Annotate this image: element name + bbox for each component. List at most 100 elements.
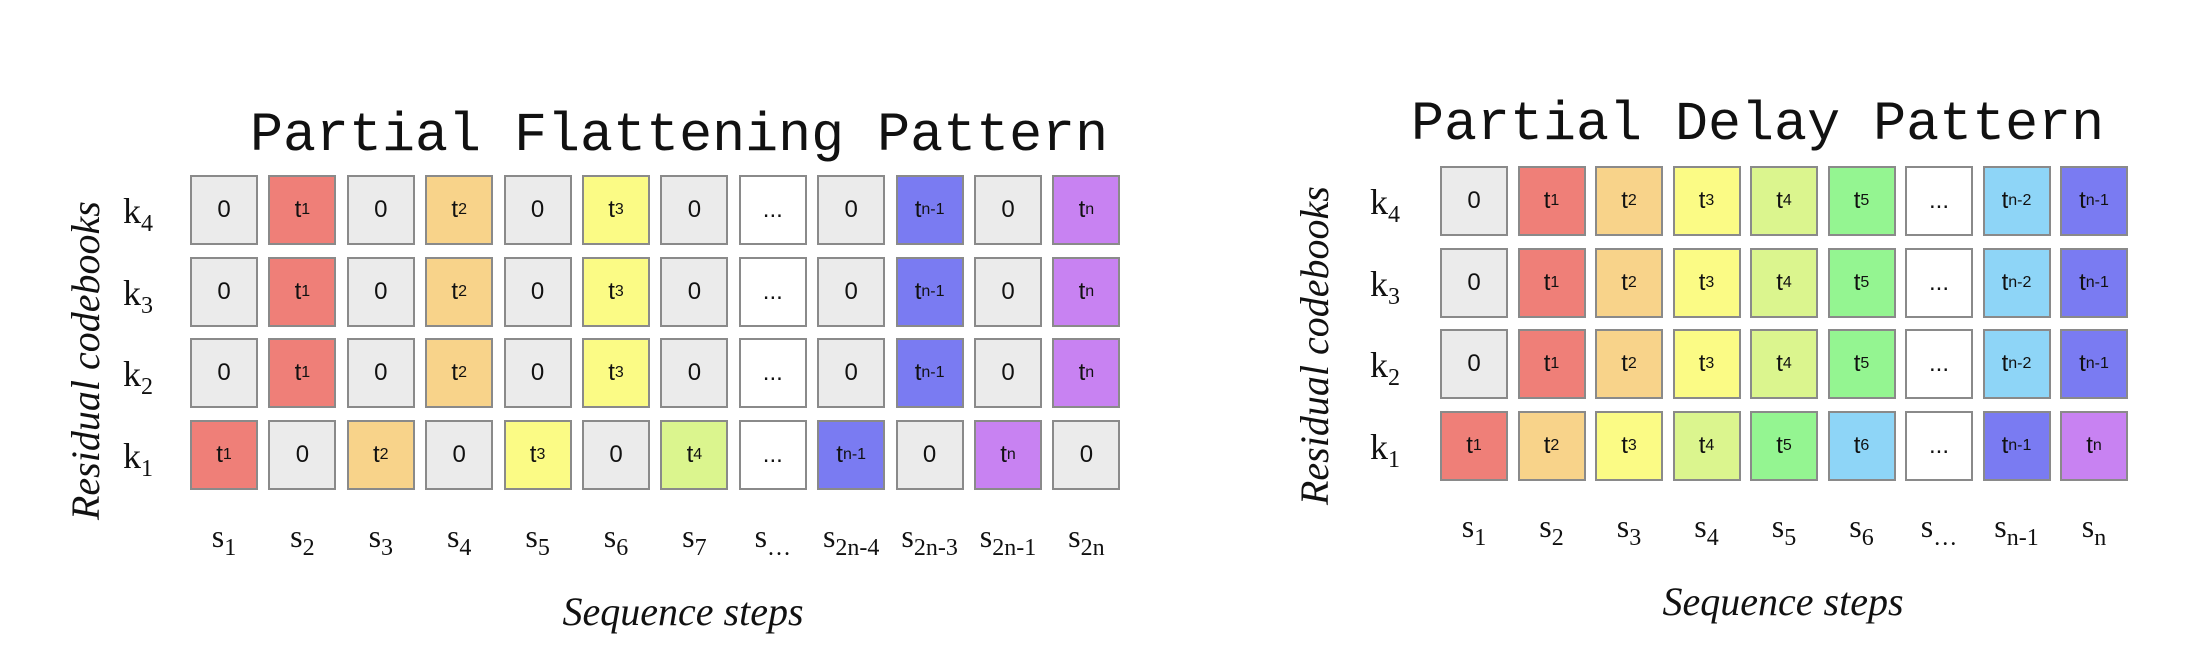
label-subscript: 5 xyxy=(1860,355,1870,372)
diagram-title: Partial Flattening Pattern xyxy=(250,104,1109,167)
step-label: sn-1 xyxy=(1994,510,2038,550)
label-base: t xyxy=(1853,268,1861,296)
cell-text: 0 xyxy=(922,440,937,468)
empty-token-cell: 0 xyxy=(660,256,729,327)
label-subscript: 3 xyxy=(1705,273,1715,291)
codebook-label-k1: k1 xyxy=(123,438,153,481)
step-label: s3 xyxy=(1617,510,1641,550)
partial-delay-diagram: Partial Delay Pattern Residual codebooks… xyxy=(1095,0,2190,672)
token-cell: t n-2 xyxy=(1982,247,2051,318)
label-subscript: 1 xyxy=(1388,446,1400,473)
cell-text: 0 xyxy=(217,277,231,305)
label-subscript: 1 xyxy=(141,455,153,482)
label-base: s xyxy=(1920,508,1934,544)
label-base: t xyxy=(608,359,615,386)
label-base: t xyxy=(836,440,843,468)
label-subscript: 5 xyxy=(1860,273,1870,291)
y-axis-label: Residual codebooks xyxy=(1292,186,1337,505)
label-base: s xyxy=(1616,508,1630,544)
label-base: t xyxy=(529,440,537,468)
label-subscript: 1 xyxy=(301,282,311,300)
token-cell: t n-2 xyxy=(1982,166,2051,236)
empty-token-cell: 0 xyxy=(190,175,258,245)
label-base: k xyxy=(123,191,141,231)
label-subscript: 3 xyxy=(1629,525,1642,551)
empty-token-cell: 0 xyxy=(503,175,572,245)
empty-token-cell: 0 xyxy=(503,256,572,327)
label-subscript: n xyxy=(1085,364,1095,381)
label-subscript: 4 xyxy=(1388,202,1400,228)
label-subscript: 4 xyxy=(1706,525,1719,551)
step-label: s6 xyxy=(604,520,628,560)
label-base: t xyxy=(2086,431,2093,459)
label-base: t xyxy=(294,359,302,386)
cell-text: 0 xyxy=(687,359,702,386)
label-subscript: 1 xyxy=(301,364,311,381)
label-base: t xyxy=(2079,350,2086,377)
label-base: t xyxy=(451,359,459,386)
label-base: t xyxy=(1776,187,1783,214)
label-subscript: 2 xyxy=(1627,192,1637,209)
empty-token-cell: 0 xyxy=(817,338,886,408)
label-subscript: n xyxy=(1006,445,1016,463)
label-base: s xyxy=(368,518,382,554)
label-subscript: 3 xyxy=(1388,283,1400,310)
label-base: t xyxy=(1698,187,1706,214)
label-base: t xyxy=(914,359,922,386)
step-label: s… xyxy=(1921,510,1957,550)
empty-token-cell: 0 xyxy=(817,175,886,245)
cell-text: 0 xyxy=(1001,359,1015,386)
label-subscript: 4 xyxy=(1782,355,1792,372)
label-base: s xyxy=(1539,508,1552,544)
label-base: k xyxy=(1370,182,1388,222)
label-base: t xyxy=(216,440,223,468)
cell-text: 0 xyxy=(530,277,545,305)
label-subscript: 3 xyxy=(614,364,624,381)
label-base: t xyxy=(294,196,302,223)
label-subscript: n xyxy=(2092,436,2102,454)
label-subscript: 2n-3 xyxy=(913,535,958,561)
empty-token-cell: 0 xyxy=(1440,247,1508,318)
step-label: s… xyxy=(755,520,791,560)
label-base: s xyxy=(1849,508,1862,544)
token-cell: t n-1 xyxy=(817,419,886,490)
label-subscript: 5 xyxy=(537,535,550,561)
empty-token-cell: 0 xyxy=(190,338,258,408)
label-subscript: 4 xyxy=(1782,273,1792,291)
label-subscript: 2 xyxy=(458,282,467,300)
token-cell: t n-1 xyxy=(2060,329,2128,399)
label-base: s xyxy=(901,518,914,554)
label-base: t xyxy=(373,440,380,468)
cell-text: ... xyxy=(1928,268,1949,296)
label-base: s xyxy=(1068,518,1081,554)
label-base: k xyxy=(123,435,141,476)
label-subscript: 2n-1 xyxy=(992,535,1037,561)
empty-token-cell: 0 xyxy=(503,338,572,408)
label-subscript: 3 xyxy=(1705,192,1715,209)
empty-token-cell: 0 xyxy=(1440,329,1508,399)
step-label: s2n xyxy=(1068,520,1104,560)
partial-flattening-diagram: Partial Flattening Pattern Residual code… xyxy=(63,108,1121,632)
label-base: k xyxy=(123,272,141,313)
label-base: s xyxy=(603,518,617,554)
cell-text: 0 xyxy=(1001,196,1015,223)
ellipsis-cell: ... xyxy=(1905,410,1973,481)
ellipsis-cell: ... xyxy=(1905,166,1973,236)
label-base: t xyxy=(1543,187,1551,214)
cell-text: 0 xyxy=(452,440,466,468)
